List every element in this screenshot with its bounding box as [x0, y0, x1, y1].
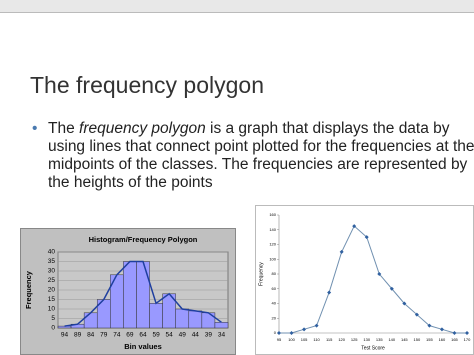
bar	[201, 312, 216, 329]
y-tick-label: 15	[48, 296, 56, 303]
x-tick-label: 140	[388, 337, 395, 342]
y-tick-label: 40	[272, 301, 277, 306]
point-marker	[352, 224, 357, 229]
y-tick-label: 140	[269, 227, 276, 232]
x-tick-label: 100	[288, 337, 295, 342]
x-tick-label: 145	[401, 337, 408, 342]
polygon-line	[64, 260, 222, 327]
histogram-chart: Histogram/Frequency Polygon Bin values Fre…	[20, 228, 236, 355]
y-tick-label: 0	[51, 325, 55, 332]
slide-title: The frequency polygon	[30, 72, 264, 98]
bullet: • The frequency polygon is a graph that d…	[32, 120, 474, 192]
y-axis-label: Frequency	[258, 262, 264, 286]
point-marker	[289, 331, 294, 335]
point-marker	[327, 290, 332, 295]
point-marker	[465, 331, 469, 335]
x-tick-label: 95	[277, 337, 282, 342]
line-chart: Test Score Frequency 0 20 40 60 80 100 120 140 160…	[255, 205, 474, 355]
point-marker	[402, 301, 407, 306]
chart-title: Histogram/Frequency Polygon	[89, 235, 198, 244]
x-tick-label: 170	[464, 337, 471, 342]
y-tick-label: 25	[48, 277, 56, 284]
y-tick-label: 5	[51, 315, 55, 322]
x-tick-label: 39	[205, 332, 213, 339]
point-marker	[439, 327, 444, 332]
y-tick-label: 20	[272, 315, 277, 320]
x-tick-label: 135	[376, 337, 383, 342]
x-tick-label: 49	[179, 332, 187, 339]
x-tick-label: 94	[61, 332, 69, 339]
x-tick-label: 130	[363, 337, 370, 342]
point-marker	[377, 272, 382, 276]
y-tick-label: 40	[48, 249, 56, 256]
bar	[123, 261, 137, 329]
bar	[149, 303, 163, 329]
y-tick-label: 120	[269, 242, 276, 247]
bullet-text: The	[48, 120, 80, 137]
x-tick-label: 125	[351, 337, 358, 342]
point-marker	[414, 312, 419, 317]
point-marker	[364, 235, 369, 240]
x-tick-label: 79	[100, 332, 108, 339]
bullet-dot: •	[32, 120, 38, 137]
y-tick-label: 0	[274, 330, 277, 335]
point-marker	[452, 331, 457, 335]
x-tick-label: 110	[313, 337, 320, 342]
y-tick-label: 60	[272, 286, 277, 291]
point-marker	[389, 286, 394, 291]
y-tick-label: 35	[48, 258, 56, 265]
polygon-line	[279, 225, 467, 334]
x-tick-label: 84	[87, 332, 95, 339]
y-tick-label: 100	[269, 256, 276, 261]
x-tick-label: 44	[192, 332, 200, 339]
x-tick-label: 59	[152, 332, 160, 339]
y-tick-label: 10	[48, 306, 56, 313]
bullet-italic: frequency polygon	[79, 120, 206, 137]
point-marker	[277, 331, 281, 335]
x-tick-label: 160	[439, 337, 446, 342]
point-marker	[427, 323, 432, 328]
bar	[136, 261, 150, 329]
x-tick-label: 155	[426, 337, 433, 342]
point-marker	[302, 327, 307, 332]
y-tick-label: 80	[272, 271, 277, 276]
bar	[57, 325, 72, 329]
x-axis-label: Bin values	[124, 342, 162, 351]
x-tick-label: 64	[139, 332, 147, 339]
x-tick-label: 105	[301, 337, 308, 342]
top-bar	[0, 0, 474, 13]
point-marker	[339, 249, 344, 254]
y-tick-label: 30	[48, 268, 56, 275]
x-tick-label: 120	[338, 337, 345, 342]
y-tick-label: 20	[48, 287, 56, 294]
x-tick-label: 69	[126, 332, 134, 339]
x-tick-label: 34	[218, 332, 226, 339]
x-tick-label: 54	[166, 332, 174, 339]
bar	[188, 310, 203, 329]
point-marker	[314, 323, 319, 328]
bar	[175, 308, 190, 329]
bar	[83, 312, 98, 329]
x-tick-label: 165	[451, 337, 458, 342]
bullet-text: is a graph that displays the data by usi…	[48, 120, 474, 191]
x-tick-label: 150	[414, 337, 421, 342]
x-tick-label: 74	[113, 332, 121, 339]
y-tick-label: 160	[269, 212, 276, 217]
y-axis-label: Frequency	[24, 270, 33, 309]
x-axis-label: Test Score	[361, 345, 385, 351]
x-tick-label: 89	[74, 332, 82, 339]
bar	[214, 322, 229, 329]
x-tick-label: 115	[326, 337, 333, 342]
